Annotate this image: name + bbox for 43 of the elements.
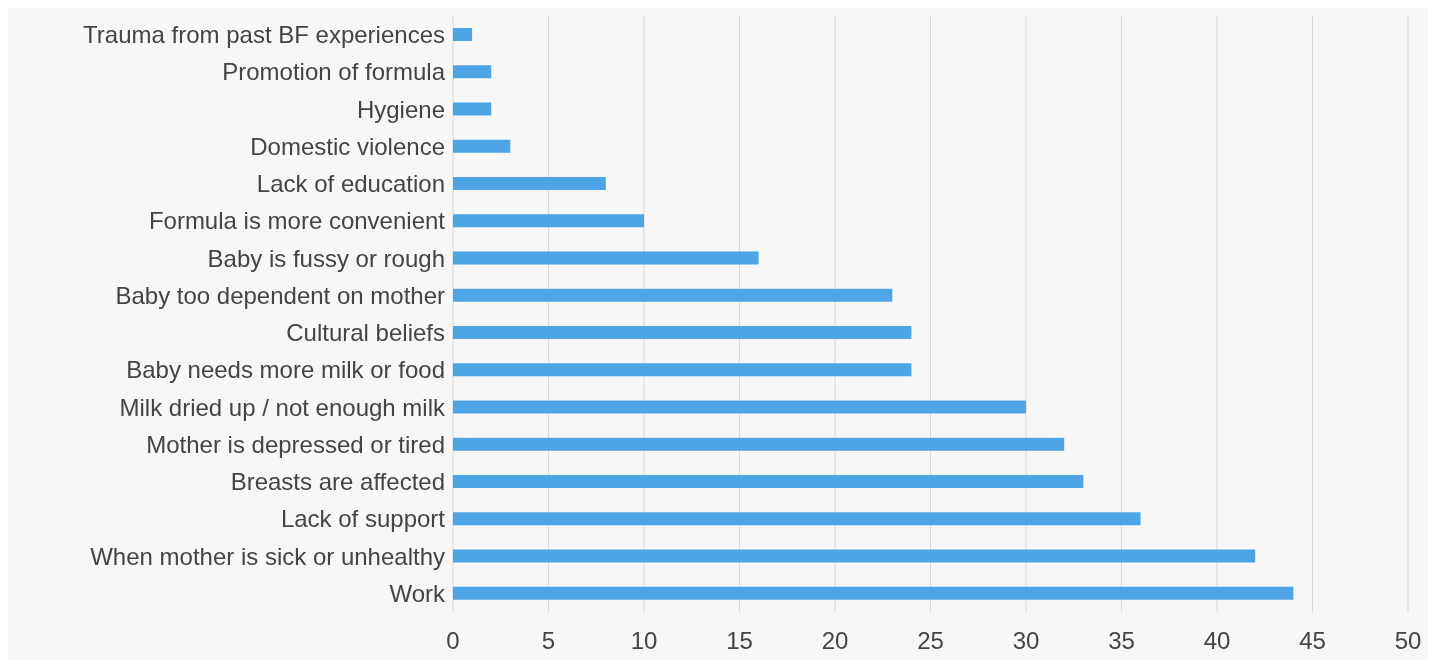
y-tick-label: Hygiene [356,95,445,123]
x-tick-label: 20 [821,627,849,655]
bar [453,139,511,153]
x-tick-label: 5 [541,627,556,655]
y-tick-label: When mother is sick or unhealthy [90,542,445,570]
bar [453,65,492,79]
x-tick-label: 25 [917,627,944,655]
bar [453,549,1256,563]
x-tick-label: 15 [726,627,753,655]
bar [453,28,473,41]
bar [453,288,893,302]
y-tick-label: Mother is depressed or tired [146,430,445,458]
y-tick-label: Promotion of formula [222,58,446,86]
bar [453,475,1084,488]
y-tick-label: Baby needs more milk or food [126,356,445,384]
bar [453,512,1141,526]
y-tick-label: Work [389,579,446,607]
bar [453,437,1065,451]
bar [453,326,912,339]
y-tick-label: Baby is fussy or rough [207,244,445,272]
y-tick-label: Cultural beliefs [286,319,445,347]
x-tick-label: 45 [1299,627,1326,655]
bar [453,102,492,116]
y-tick-label: Formula is more convenient [148,207,446,235]
y-tick-label: Lack of education [256,170,445,198]
x-tick-label: 10 [630,627,658,655]
y-tick-label: Breasts are affected [230,468,445,496]
bar [453,400,1026,414]
bar [453,586,1294,600]
x-tick-label: 40 [1203,627,1231,655]
y-tick-label: Milk dried up / not enough milk [119,393,446,421]
y-tick-label: Lack of support [280,505,446,533]
bar [453,177,606,190]
x-tick-label: 50 [1394,627,1422,655]
x-tick-label: 0 [446,627,460,655]
bar [453,363,912,377]
y-tick-label: Domestic violence [250,132,445,160]
bar [453,251,759,265]
x-tick-label: 30 [1012,627,1040,655]
y-tick-label: Trauma from past BF experiences [83,21,445,49]
y-tick-label: Baby too dependent on mother [115,281,446,309]
bar [453,214,644,228]
x-tick-label: 35 [1108,627,1135,655]
